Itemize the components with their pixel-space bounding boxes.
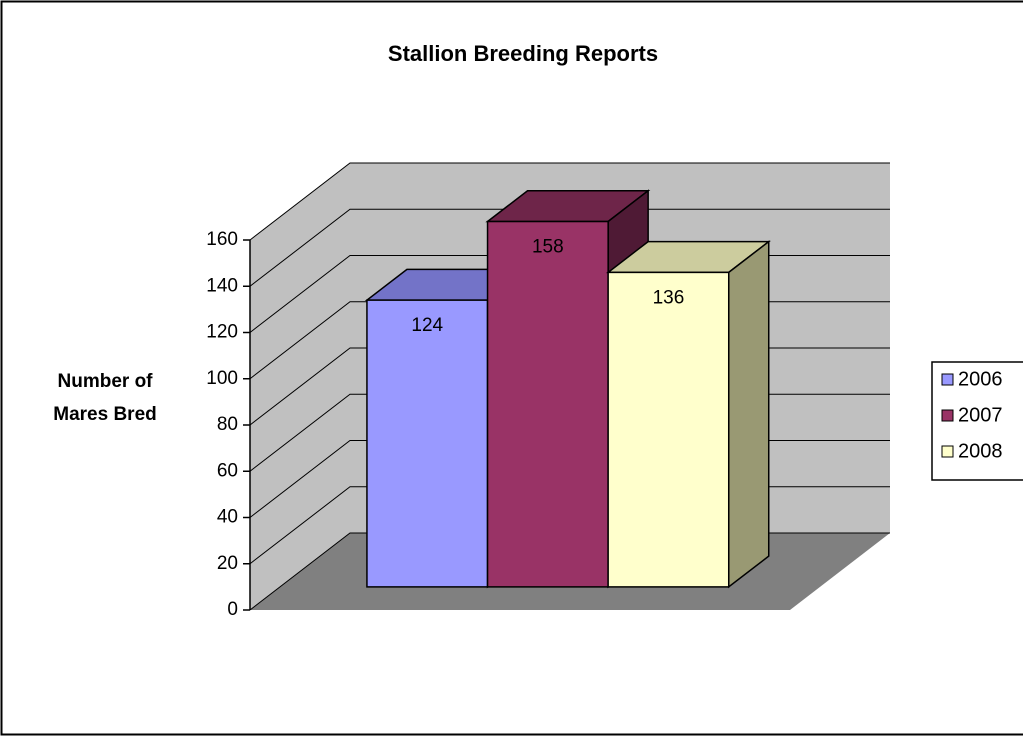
y-tick-label: 160 — [206, 229, 238, 250]
bar — [607, 271, 730, 588]
y-axis-label: Number of — [58, 371, 154, 392]
y-tick-label: 40 — [217, 507, 238, 528]
y-axis-label: Mares Bred — [53, 404, 157, 425]
data-label: 124 — [411, 315, 443, 336]
legend-label: 2007 — [958, 404, 1003, 426]
legend-swatch — [941, 409, 954, 422]
legend-swatch — [941, 373, 954, 386]
y-tick-label: 20 — [217, 553, 238, 574]
legend-label: 2006 — [958, 368, 1003, 390]
chart-title: Stallion Breeding Reports — [388, 41, 658, 66]
legend-swatch — [941, 445, 954, 458]
y-tick-label: 60 — [217, 460, 238, 481]
bar-side — [727, 240, 770, 589]
legend-label: 2008 — [958, 440, 1003, 462]
y-tick-label: 80 — [217, 414, 238, 435]
bar — [486, 220, 609, 588]
y-tick-label: 140 — [206, 275, 238, 296]
bar — [366, 299, 489, 588]
data-label: 136 — [653, 287, 685, 308]
y-tick-label: 120 — [206, 322, 238, 343]
grid-line — [249, 162, 890, 241]
data-label: 158 — [532, 237, 564, 258]
y-tick-label: 0 — [227, 599, 238, 620]
grid-line — [249, 208, 890, 287]
y-tick-label: 100 — [206, 368, 238, 389]
